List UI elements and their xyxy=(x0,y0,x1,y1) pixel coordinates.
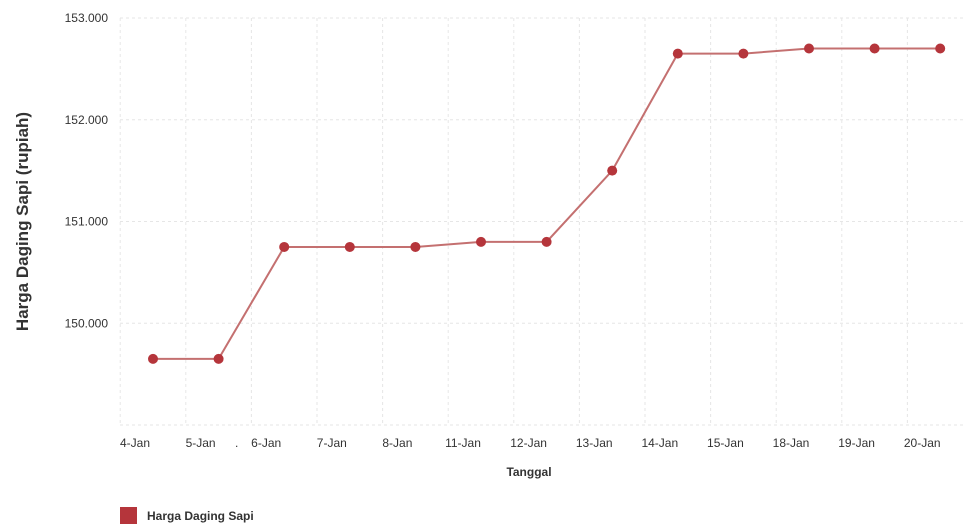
x-tick-label: 13-Jan xyxy=(576,436,613,450)
series-line xyxy=(153,47,941,360)
data-point[interactable] xyxy=(148,353,158,364)
x-tick-label: 8-Jan xyxy=(382,436,412,450)
y-tick-label: 151.000 xyxy=(65,215,109,229)
data-point[interactable] xyxy=(869,43,880,54)
data-point[interactable] xyxy=(541,236,552,247)
x-axis-ticks: 4-Jan 5-Jan 6-Jan 7-Jan 8-Jan 11-Jan 12-Jan 13-… xyxy=(120,436,941,450)
x-axis-title: Tanggal xyxy=(506,465,551,479)
x-tick-label: 15-Jan xyxy=(707,436,744,450)
x-tick-label: 7-Jan xyxy=(317,436,347,450)
y-tick-label: 153.000 xyxy=(65,11,109,25)
x-tick-label: 11-Jan xyxy=(445,436,481,450)
legend: Harga Daging Sapi xyxy=(120,507,254,524)
data-point[interactable] xyxy=(672,48,683,59)
line-chart: 150.000 151.000 152.000 153.000 4-Jan 5-Jan 6… xyxy=(13,11,963,479)
x-axis-stray-mark: . xyxy=(235,436,238,450)
data-point[interactable] xyxy=(607,165,618,176)
x-tick-label: 12-Jan xyxy=(510,436,547,450)
y-axis-ticks: 150.000 151.000 152.000 153.000 xyxy=(65,11,109,330)
x-tick-label: 19-Jan xyxy=(838,436,875,450)
data-point[interactable] xyxy=(476,236,486,247)
x-tick-label: 18-Jan xyxy=(773,436,810,450)
x-tick-label: 5-Jan xyxy=(186,436,216,450)
data-point[interactable] xyxy=(279,241,290,252)
y-axis-title: Harga Daging Sapi (rupiah) xyxy=(13,112,32,331)
x-tick-label: 14-Jan xyxy=(641,436,678,450)
data-point[interactable] xyxy=(410,241,421,252)
legend-label: Harga Daging Sapi xyxy=(147,508,254,523)
data-point[interactable] xyxy=(804,43,814,54)
series-harga-daging-sapi xyxy=(148,43,946,364)
x-tick-label: 6-Jan xyxy=(251,436,281,450)
x-tick-label: 4-Jan xyxy=(120,436,150,450)
data-point[interactable] xyxy=(738,48,749,59)
legend-swatch xyxy=(120,507,137,524)
data-point[interactable] xyxy=(344,241,355,252)
x-tick-label: 20-Jan xyxy=(904,436,941,450)
y-tick-label: 152.000 xyxy=(65,113,109,127)
y-tick-label: 150.000 xyxy=(65,316,109,330)
grid-lines xyxy=(119,17,963,426)
data-point[interactable] xyxy=(213,353,224,364)
data-point[interactable] xyxy=(935,43,946,54)
